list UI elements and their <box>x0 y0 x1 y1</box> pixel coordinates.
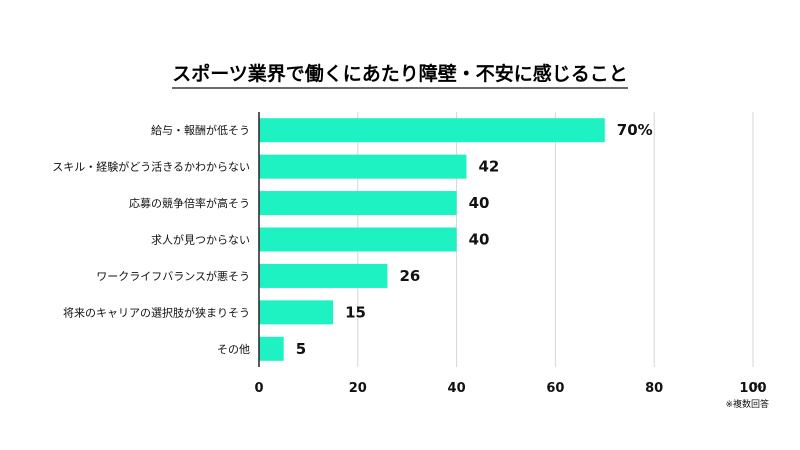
value-label: 5 <box>296 340 306 358</box>
bar <box>259 300 334 325</box>
x-axis-unit: (%) <box>750 382 766 392</box>
chart-title: スポーツ業界で働くにあたり障壁・不安に感じること <box>172 62 628 85</box>
bar <box>259 154 467 179</box>
bar <box>259 191 457 216</box>
x-tick-label: 40 <box>448 381 466 396</box>
bar <box>259 227 457 252</box>
category-label: ワークライフバランスが悪そう <box>96 269 250 283</box>
category-label: 給与・報酬が低そう <box>151 123 250 137</box>
labels: 0 20 40 60 80 100 給与・報酬が低そう 70% スキル・経験がどう活きるかわから… <box>52 121 766 396</box>
bar <box>259 263 388 288</box>
bars <box>259 118 605 361</box>
x-tick-label: 60 <box>546 381 564 396</box>
x-tick-label: 20 <box>349 381 367 396</box>
value-label: 70% <box>617 121 653 139</box>
value-label: 26 <box>399 267 420 285</box>
category-label: その他 <box>217 343 250 356</box>
bar <box>259 336 284 361</box>
category-label: スキル・経験がどう活きるかわからない <box>52 160 250 174</box>
value-label: 42 <box>478 158 499 176</box>
grid-lines <box>357 112 754 367</box>
category-label: 将来のキャリアの選択肢が狭まりそう <box>63 305 250 319</box>
category-label: 応募の競争倍率が高そう <box>129 196 250 210</box>
value-label: 40 <box>469 231 490 249</box>
chart-note: ※複数回答 <box>725 398 769 410</box>
x-tick-label: 0 <box>254 381 263 396</box>
x-tick-label: 80 <box>645 381 663 396</box>
value-label: 15 <box>345 303 366 321</box>
value-label: 40 <box>469 194 490 212</box>
bar <box>259 118 605 143</box>
category-label: 求人が見つからない <box>151 233 250 247</box>
x-tick-label: 100 <box>739 381 766 396</box>
